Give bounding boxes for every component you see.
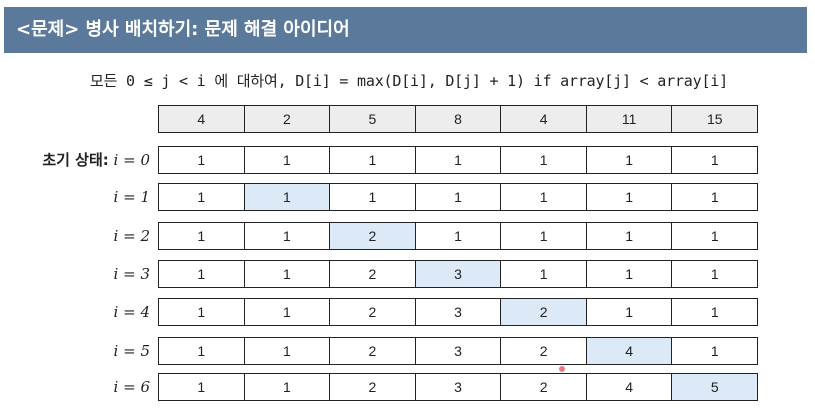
row-label-step: i = 4 — [113, 303, 150, 321]
highlighted-cell: 3 — [415, 261, 502, 287]
table-cell: 3 — [416, 338, 502, 364]
slide-title: <문제> 병사 배치하기: 문제 해결 아이디어 — [4, 7, 807, 53]
table-cell: 2 — [245, 106, 331, 132]
table-cell: 1 — [245, 338, 331, 364]
initial-state-label: 초기 상태: — [42, 151, 109, 169]
table-cell: 1 — [587, 223, 673, 249]
table-cell: 1 — [710, 152, 719, 168]
row-label-initial: 초기 상태: i = 0 — [0, 146, 150, 174]
highlighted-cell: 2 — [330, 223, 416, 249]
table-cell: 1 — [501, 184, 587, 210]
table-cell: 1 — [710, 343, 719, 359]
table-cell: 1 — [501, 147, 587, 173]
highlighted-cell: 1 — [244, 184, 331, 210]
table-cell: 1 — [710, 228, 719, 244]
table-cell: 1 — [416, 223, 502, 249]
table-cell: 2 — [330, 374, 416, 400]
row-label-step: i = 2 — [113, 227, 150, 245]
table-cell: 1 — [416, 184, 502, 210]
table-cell: 4 — [587, 374, 673, 400]
table-cell: 1 — [587, 261, 673, 287]
table-cell: 1 — [330, 147, 416, 173]
table-cell: 1 — [159, 147, 245, 173]
table-cell: 11 — [587, 106, 673, 132]
table-cell: 2 — [330, 261, 416, 287]
row-label-step: i = 1 — [113, 188, 150, 206]
pointer-dot-icon — [559, 366, 565, 372]
table-cell: 3 — [416, 299, 502, 325]
highlighted-cell: 2 — [501, 299, 587, 325]
table-cell: 1 — [159, 374, 245, 400]
table-cell: 1 — [159, 223, 245, 249]
array-header-row: 4 2 5 8 4 11 15 — [158, 105, 758, 133]
table-cell: 1 — [159, 184, 245, 210]
row-label-step: i = 3 — [113, 265, 150, 283]
table-cell: 2 — [501, 374, 587, 400]
table-cell: 1 — [245, 261, 331, 287]
table-cell: 15 — [706, 111, 723, 127]
table-cell: 1 — [159, 261, 245, 287]
table-cell: 1 — [159, 299, 245, 325]
row-label-step: i = 5 — [113, 342, 150, 360]
highlighted-cell: 5 — [672, 374, 758, 400]
initial-index-label: i = 0 — [108, 151, 150, 169]
table-cell: 1 — [159, 338, 245, 364]
table-cell: 1 — [416, 147, 502, 173]
table-cell: 1 — [587, 147, 673, 173]
table-cell: 1 — [330, 184, 416, 210]
highlighted-cell: 4 — [586, 338, 673, 364]
table-cell: 1 — [710, 304, 719, 320]
table-cell: 2 — [330, 299, 416, 325]
table-cell: 1 — [245, 299, 331, 325]
table-cell: 4 — [501, 106, 587, 132]
table-cell: 4 — [159, 106, 245, 132]
table-cell: 2 — [330, 338, 416, 364]
table-cell: 1 — [245, 147, 331, 173]
table-cell: 1 — [710, 189, 719, 205]
table-cell: 1 — [501, 223, 587, 249]
table-cell: 5 — [330, 106, 416, 132]
dp-formula: 모든 0 ≤ j < i 에 대하여, D[i] = max(D[i], D[j… — [90, 72, 728, 90]
table-cell: 1 — [501, 261, 587, 287]
table-cell: 1 — [587, 299, 673, 325]
table-cell: 1 — [245, 374, 331, 400]
table-cell: 1 — [710, 266, 719, 282]
row-label-step: i = 6 — [113, 378, 150, 396]
table-cell: 2 — [501, 338, 587, 364]
table-cell: 1 — [245, 223, 331, 249]
table-cell: 1 — [587, 184, 673, 210]
table-cell: 3 — [416, 374, 502, 400]
table-cell: 8 — [416, 106, 502, 132]
